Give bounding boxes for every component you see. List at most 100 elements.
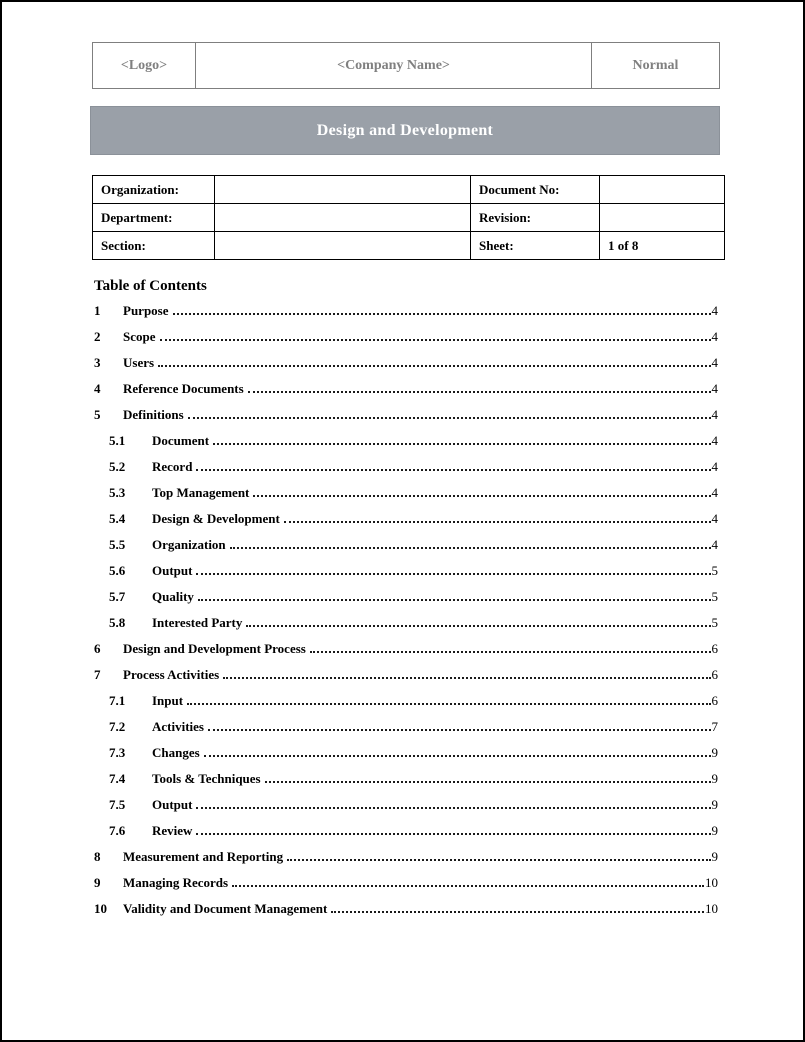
- toc-entry-number: 6: [94, 641, 101, 656]
- organization-label: Organization:: [92, 175, 215, 204]
- toc-entry-label: Organization: [152, 537, 226, 552]
- toc-leader-dots: [196, 833, 711, 835]
- toc-entry[interactable]: 8 Measurement and Reporting 9: [94, 844, 718, 870]
- toc-leader-dots: [207, 729, 711, 731]
- sheet-label: Sheet:: [470, 231, 600, 260]
- toc-entry-label: Design and Development Process: [123, 641, 306, 656]
- toc-entry[interactable]: 7.4 Tools & Techniques 9: [94, 766, 718, 792]
- toc-entry-number: 8: [94, 849, 101, 864]
- toc-entry[interactable]: 7.3 Changes 9: [94, 740, 718, 766]
- toc-entry[interactable]: 7.2 Activities 7: [94, 714, 718, 740]
- toc-heading: Table of Contents: [94, 278, 207, 294]
- toc-entry-page: 9: [711, 849, 719, 864]
- toc-entry-page: 10: [705, 875, 718, 890]
- toc-entry-label: Top Management: [152, 485, 250, 500]
- toc-entry[interactable]: 7.5 Output 9: [94, 792, 718, 818]
- toc-entry-page: 4: [711, 303, 719, 318]
- sheet-value: 1 of 8: [599, 231, 725, 260]
- toc-leader-dots: [158, 365, 711, 367]
- toc-entry[interactable]: 5.4 Design & Development 4: [94, 506, 718, 532]
- toc-entry-label: Tools & Techniques: [152, 771, 261, 786]
- document-no-label: Document No:: [470, 175, 600, 204]
- company-name-placeholder: <Company Name>: [195, 42, 592, 89]
- toc-leader-dots: [232, 885, 704, 887]
- toc-leader-dots: [159, 339, 711, 341]
- toc-entry-label: Record: [152, 459, 193, 474]
- department-label: Department:: [92, 203, 215, 232]
- toc-entry-page: 6: [711, 641, 719, 656]
- toc-entry[interactable]: 5.1 Document 4: [94, 428, 718, 454]
- toc-entry-label: Input: [152, 693, 184, 708]
- revision-label: Revision:: [470, 203, 600, 232]
- toc-entry[interactable]: 7.1 Input 6: [94, 688, 718, 714]
- revision-value: [599, 203, 725, 232]
- toc-entry-label: Validity and Document Management: [123, 901, 328, 916]
- toc-entry-label: Design & Development: [152, 511, 280, 526]
- toc-entry-label: Managing Records: [123, 875, 229, 890]
- toc-entry[interactable]: 5.5 Organization 4: [94, 532, 718, 558]
- toc-leader-dots: [247, 391, 711, 393]
- toc-entry-label: Output: [152, 563, 193, 578]
- header-table: <Logo> <Company Name> Normal: [92, 42, 720, 89]
- toc-entry-page: 4: [711, 433, 719, 448]
- toc-entry[interactable]: 7 Process Activities 6: [94, 662, 718, 688]
- toc-entry[interactable]: 2 Scope 4: [94, 324, 718, 350]
- toc-entry[interactable]: 9 Managing Records 10: [94, 870, 718, 896]
- toc-leader-dots: [203, 755, 711, 757]
- toc-leader-dots: [197, 599, 711, 601]
- toc-leader-dots: [287, 859, 711, 861]
- section-value: [214, 231, 471, 260]
- toc-leader-dots: [253, 495, 711, 497]
- toc-entry-number: 5.7: [109, 589, 126, 604]
- toc-entry-number: 4: [94, 381, 101, 396]
- toc-entry[interactable]: 5.3 Top Management 4: [94, 480, 718, 506]
- toc-entry[interactable]: 5 Definitions 4: [94, 402, 718, 428]
- toc-entry[interactable]: 4 Reference Documents 4: [94, 376, 718, 402]
- toc-entry-number: 5: [94, 407, 101, 422]
- toc-entry-number: 7.1: [109, 693, 126, 708]
- toc-entry-page: 9: [711, 823, 719, 838]
- toc-entry-number: 7.2: [109, 719, 126, 734]
- toc-entry[interactable]: 5.8 Interested Party 5: [94, 610, 718, 636]
- toc-entry-number: 5.5: [109, 537, 126, 552]
- toc-entry-number: 5.1: [109, 433, 126, 448]
- department-value: [214, 203, 471, 232]
- toc-entry-label: Scope: [123, 329, 156, 344]
- toc-entry[interactable]: 1 Purpose 4: [94, 298, 718, 324]
- toc-entry-page: 4: [711, 485, 719, 500]
- toc-entry[interactable]: 6 Design and Development Process 6: [94, 636, 718, 662]
- toc-entry[interactable]: 5.6 Output 5: [94, 558, 718, 584]
- info-row-section: Section: Sheet: 1 of 8: [92, 231, 725, 260]
- section-label: Section:: [92, 231, 215, 260]
- toc-entry-label: Measurement and Reporting: [123, 849, 284, 864]
- toc-entry-number: 5.2: [109, 459, 126, 474]
- toc-entry-page: 4: [711, 511, 719, 526]
- toc-leader-dots: [309, 651, 711, 653]
- toc-entry-page: 9: [711, 771, 719, 786]
- toc-leader-dots: [196, 807, 711, 809]
- toc-entry[interactable]: 7.6 Review 9: [94, 818, 718, 844]
- info-row-organization: Organization: Document No:: [92, 175, 725, 204]
- toc-entry-page: 10: [705, 901, 718, 916]
- toc-entry-number: 7: [94, 667, 101, 682]
- toc-entry-label: Review: [152, 823, 193, 838]
- toc-entry[interactable]: 10 Validity and Document Management 10: [94, 896, 718, 922]
- toc-leader-dots: [196, 573, 711, 575]
- toc-entry[interactable]: 5.7 Quality 5: [94, 584, 718, 610]
- toc-entry-number: 10: [94, 901, 107, 916]
- toc-leader-dots: [213, 443, 711, 445]
- toc-entry[interactable]: 3 Users 4: [94, 350, 718, 376]
- toc-entry-page: 4: [711, 537, 719, 552]
- toc-entry-number: 7.6: [109, 823, 126, 838]
- toc-entry-label: Activities: [152, 719, 204, 734]
- toc-leader-dots: [196, 469, 711, 471]
- toc-entry-label: Reference Documents: [123, 381, 244, 396]
- toc-leader-dots: [172, 313, 711, 315]
- classification-label: Normal: [591, 42, 720, 89]
- toc-entry-label: Quality: [152, 589, 194, 604]
- toc-leader-dots: [246, 625, 711, 627]
- toc-entry-number: 5.8: [109, 615, 126, 630]
- toc-entry[interactable]: 5.2 Record 4: [94, 454, 718, 480]
- document-info-table: Organization: Document No: Department: R…: [92, 175, 725, 260]
